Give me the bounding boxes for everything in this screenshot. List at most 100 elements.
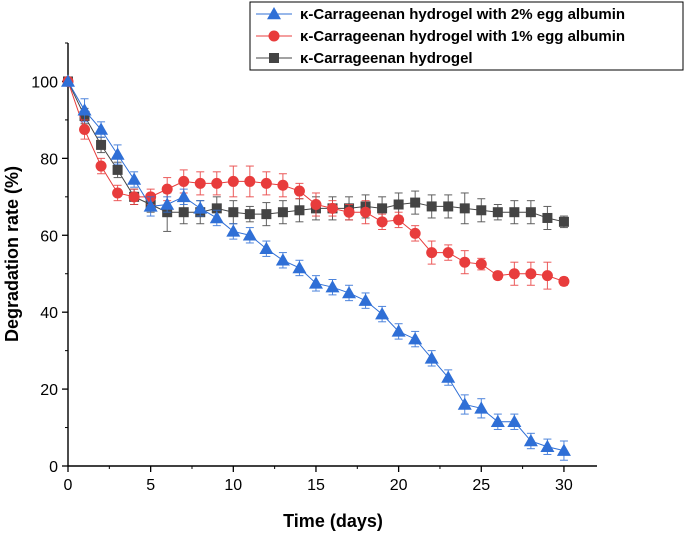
data-point [325, 280, 340, 293]
data-point [474, 401, 489, 414]
data-point [426, 201, 437, 212]
data-point [409, 227, 421, 239]
legend-label: κ-Carrageenan hydrogel [300, 50, 473, 67]
data-point [275, 253, 290, 266]
data-point [343, 206, 355, 218]
legend-label: κ-Carrageenan hydrogel with 2% egg album… [300, 6, 625, 23]
legend: κ-Carrageenan hydrogel with 2% egg album… [249, 1, 684, 71]
data-point [211, 177, 223, 189]
legend-item: κ-Carrageenan hydrogel with 2% egg album… [256, 6, 625, 23]
x-tick-label: 5 [146, 477, 155, 494]
data-point [492, 270, 504, 282]
plot-frame [67, 43, 597, 467]
data-point [161, 183, 173, 195]
data-point [226, 224, 241, 237]
data-point [260, 177, 272, 189]
data-point [459, 203, 470, 214]
legend-marker [267, 7, 281, 20]
data-point [94, 122, 109, 135]
data-point [408, 332, 423, 345]
data-point [525, 268, 537, 280]
data-point [442, 247, 454, 259]
data-point [508, 268, 520, 280]
data-point [558, 216, 569, 227]
data-point [310, 199, 322, 211]
data-point [110, 147, 125, 160]
data-point [178, 175, 190, 187]
data-point [443, 201, 454, 212]
data-point [441, 370, 456, 383]
series-line [67, 81, 565, 452]
data-point [492, 207, 503, 218]
y-tick-label: 60 [40, 228, 58, 245]
y-axis-title: Degradation rate (%) [2, 166, 22, 342]
x-tick-label: 30 [555, 477, 573, 494]
x-axis-title: Time (days) [283, 511, 383, 531]
data-point [259, 241, 274, 254]
data-point [61, 74, 75, 87]
legend-box [249, 1, 684, 71]
legend-marker [268, 30, 280, 42]
x-tick-label: 25 [472, 477, 490, 494]
data-point [391, 324, 406, 337]
data-point [375, 307, 390, 320]
data-point [393, 199, 404, 210]
legend-item: κ-Carrageenan hydrogel with 1% egg album… [256, 28, 625, 45]
data-point [127, 172, 142, 185]
data-point [112, 187, 124, 199]
data-point [556, 443, 571, 456]
data-point [261, 209, 272, 220]
data-point [95, 160, 107, 172]
data-point [277, 207, 288, 218]
data-point [558, 275, 570, 287]
data-point [211, 203, 222, 214]
data-point [293, 185, 305, 197]
data-point [244, 175, 256, 187]
data-point [277, 179, 289, 191]
data-point [327, 202, 338, 214]
data-point [459, 256, 471, 268]
data-point [358, 293, 373, 306]
data-point [541, 270, 553, 282]
data-point [294, 205, 305, 216]
data-point [228, 207, 239, 218]
data-point [96, 139, 107, 150]
data-point [393, 214, 405, 226]
x-tick-label: 10 [224, 477, 242, 494]
data-point [342, 285, 357, 299]
data-point [507, 414, 522, 428]
y-tick-label: 0 [49, 459, 58, 476]
data-point [176, 189, 191, 203]
data-point [292, 260, 307, 274]
series-layer [61, 74, 571, 461]
data-point [193, 201, 208, 214]
data-point [410, 197, 421, 208]
data-point [377, 203, 388, 214]
legend-item: κ-Carrageenan hydrogel [256, 50, 473, 67]
data-point [540, 439, 555, 453]
data-point [308, 276, 323, 289]
x-tick-label: 15 [307, 477, 325, 494]
data-point [424, 351, 439, 364]
data-point [475, 258, 487, 270]
y-tick-label: 20 [40, 382, 58, 399]
data-point [128, 191, 140, 203]
legend-marker [269, 53, 279, 63]
x-axis: 0 5 10 15 20 25 30 [64, 466, 573, 494]
data-point [525, 207, 536, 218]
data-point [490, 414, 505, 428]
data-point [143, 199, 158, 212]
x-tick-label: 0 [64, 477, 73, 494]
data-point [360, 206, 372, 218]
y-tick-label: 80 [40, 151, 58, 168]
legend-label: κ-Carrageenan hydrogel with 1% egg album… [300, 28, 625, 45]
data-point [178, 207, 189, 218]
data-point [476, 205, 487, 216]
data-point [112, 164, 123, 175]
data-point [244, 209, 255, 220]
y-tick-label: 40 [40, 305, 58, 322]
data-point [426, 247, 438, 259]
data-point [227, 175, 239, 187]
data-point [509, 207, 520, 218]
